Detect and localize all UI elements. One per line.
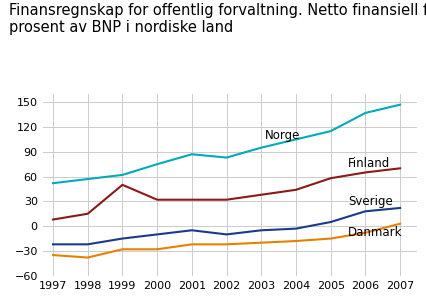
Text: Finansregnskap for offentlig forvaltning. Netto finansiell formue i
prosent av B: Finansregnskap for offentlig forvaltning… bbox=[9, 3, 426, 35]
Text: Finland: Finland bbox=[348, 157, 390, 170]
Text: Sverige: Sverige bbox=[348, 195, 393, 208]
Text: Danmark: Danmark bbox=[348, 226, 403, 239]
Text: Norge: Norge bbox=[265, 129, 300, 142]
